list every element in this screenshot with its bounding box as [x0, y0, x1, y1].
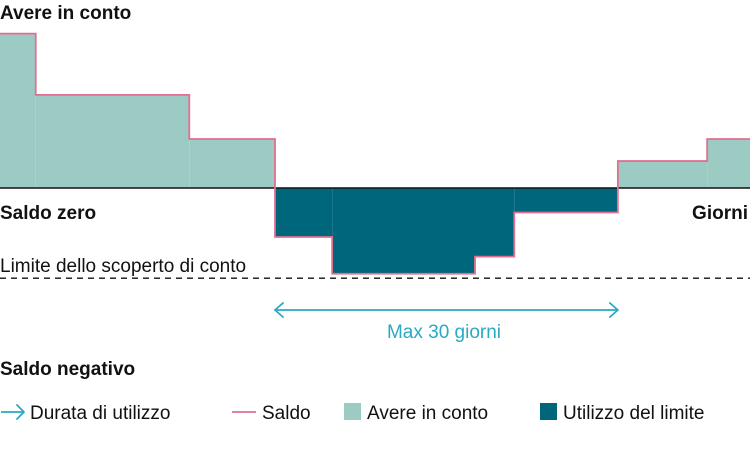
positive-balance-area-2 — [189, 139, 275, 188]
legend-item-line: Saldo — [232, 403, 311, 424]
duration-arrow-right-head — [608, 302, 619, 318]
negative-balance-area-6 — [514, 188, 618, 213]
legend-label: Saldo — [262, 403, 311, 424]
legend-label: Utilizzo del limite — [563, 403, 704, 424]
negative-balance-area-4 — [332, 188, 475, 274]
positive-balance-area-0 — [0, 33, 36, 189]
x-axis-end-label: Giorni — [692, 203, 748, 224]
positive-balance-area-1 — [35, 94, 190, 188]
legend-item-positive: Avere in conto — [344, 403, 488, 424]
legend-item-negative: Utilizzo del limite — [540, 403, 704, 424]
legend: Durata di utilizzo Saldo Avere in conto Uti… — [1, 403, 704, 424]
negative-balance-area-5 — [475, 188, 515, 257]
legend-swatch-icon — [540, 403, 557, 420]
duration-arrow-left-head — [274, 302, 284, 318]
duration-label: Max 30 giorni — [387, 322, 501, 343]
positive-balance-area-7 — [617, 161, 708, 188]
legend-label: Avere in conto — [367, 403, 488, 424]
legend-label: Durata di utilizzo — [30, 403, 170, 424]
balance-fill-group — [0, 33, 750, 274]
legend-swatch-icon — [344, 403, 361, 420]
legend-arrow-head-icon — [16, 404, 25, 420]
balance-line — [0, 32, 750, 275]
duration-arrow — [274, 302, 619, 318]
top-label: Avere in conto — [0, 3, 131, 24]
bottom-label: Saldo negativo — [0, 359, 135, 380]
limit-line-label: Limite dello scoperto di conto — [0, 256, 246, 277]
negative-balance-area-3 — [275, 188, 333, 237]
positive-balance-area-8 — [707, 139, 750, 188]
zero-line-label: Saldo zero — [0, 203, 96, 224]
legend-item-arrow: Durata di utilizzo — [1, 403, 170, 424]
